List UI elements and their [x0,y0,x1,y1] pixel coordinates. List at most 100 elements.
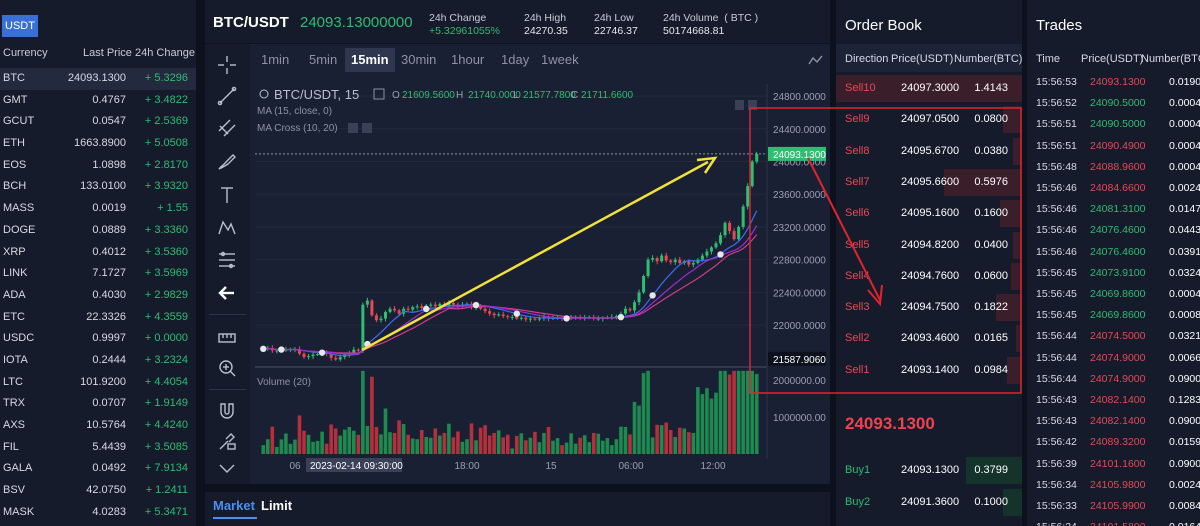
candle [447,303,451,306]
tab-market[interactable]: Market [213,498,255,513]
interval-1week[interactable]: 1week [541,52,579,67]
market-row[interactable]: AXS 10.5764 + 4.4240 [0,415,196,437]
order-direction: Sell4 [845,269,870,282]
market-row[interactable]: BSV 42.0750 + 1.2411 [0,480,196,502]
collapse-icon[interactable] [216,458,238,480]
volume-stat: 24h Volume ( BTC ) 50174668.81 [663,12,758,38]
market-row[interactable]: TRX 0.0707 + 1.9149 [0,393,196,415]
market-row[interactable]: LINK 7.1727 + 3.5969 [0,263,196,285]
sell-order-row[interactable]: Sell8 24095.6700 0.0380 [836,136,1022,167]
buy-order-row[interactable]: Buy1 24093.1300 0.3799 [836,455,1022,486]
candle [334,357,338,360]
last-price-column-header[interactable]: Last Price [83,47,132,59]
market-row[interactable]: MASS 0.0019 + 1.55 [0,198,196,220]
market-row[interactable]: EOS 1.0898 + 2.8170 [0,155,196,177]
indicator-settings-icon[interactable] [348,123,358,133]
market-row[interactable]: DOGE 0.0889 + 3.3360 [0,220,196,242]
buy-order-row[interactable]: Buy2 24091.3600 0.1000 [836,487,1022,518]
sell-order-row[interactable]: Sell1 24093.1400 0.0984 [836,355,1022,386]
trade-row: 15:56:51 24090.5000 0.0004 [1027,114,1200,135]
market-row[interactable]: GCUT 0.0547 + 2.5369 [0,111,196,133]
market-row[interactable]: GALA 0.0492 + 7.9134 [0,458,196,480]
interval-1min[interactable]: 1min [261,52,290,67]
market-row[interactable]: MASK 4.0283 + 5.3471 [0,502,196,524]
volume-bar [284,433,288,454]
market-currency: BCH [3,180,27,193]
interval-5min[interactable]: 5min [309,52,338,67]
market-row[interactable]: ETC 22.3326 + 4.3559 [0,307,196,329]
market-last-price: 0.4012 [92,245,126,258]
text-icon[interactable] [216,184,238,206]
sell-order-row[interactable]: Sell6 24095.1600 0.1600 [836,198,1022,229]
order-number: 0.1000 [974,495,1008,508]
collapse-legend-icon[interactable] [259,89,269,99]
brush-icon[interactable] [216,150,238,172]
zoom-icon[interactable] [216,357,238,379]
market-currency: EOS [3,158,27,171]
crosshair-icon[interactable] [216,54,238,76]
pattern-icon[interactable] [216,216,238,238]
sell-order-row[interactable]: Sell7 24095.6600 0.5976 [836,167,1022,198]
magnet-icon[interactable] [216,400,238,422]
price-chart[interactable]: 24800.000024400.000024000.000023600.0000… [205,44,830,484]
market-change: + 3.9320 [144,180,188,193]
chart-type-icon[interactable] [808,55,823,65]
sell-order-row[interactable]: Sell4 24094.7600 0.0600 [836,261,1022,292]
currency-column-header[interactable]: Currency [3,47,48,59]
order-price: 24095.1600 [901,207,960,220]
market-currency: ETH [3,137,25,150]
change-column-header[interactable]: 24h Change [135,47,195,59]
price-tick: 22400.0000 [773,288,826,299]
direction-column-header: Direction [845,53,889,65]
indicator-ma[interactable]: MA (15, close, 0) [257,106,332,117]
fib-icon[interactable] [216,249,238,271]
price-tick: 23600.0000 [773,190,826,201]
interval-1hour[interactable]: 1hour [451,52,485,67]
interval-15min[interactable]: 15min [345,48,395,72]
interval-30min[interactable]: 30min [401,52,437,67]
market-row[interactable]: FIL 5.4439 + 3.5085 [0,437,196,459]
market-row[interactable]: ETH 1663.8900 + 5.0508 [0,133,196,155]
volume-bar [501,437,506,454]
depth-bar [1013,231,1022,259]
volume-bar [261,445,266,454]
interval-1day[interactable]: 1day [501,52,530,67]
indicator-ma-cross[interactable]: MA Cross (10, 20) [257,123,338,134]
market-change: + 3.5085 [144,440,188,453]
back-arrow-icon[interactable] [216,282,238,304]
indicator-remove-icon[interactable] [362,123,372,133]
chart-area[interactable]: 24800.0000 24400.0000 24000.0000 23600.0000… [205,44,830,484]
order-price: 24097.3000 [901,82,960,94]
candle [433,304,437,307]
sell-order-row[interactable]: Sell9 24097.0500 0.0800 [836,104,1022,135]
parallel-channel-icon[interactable] [216,117,238,139]
measure-icon[interactable] [216,325,238,347]
trend-line-icon[interactable] [216,85,238,107]
sell-order-row[interactable]: Sell2 24093.4600 0.0165 [836,323,1022,354]
order-direction: Sell1 [845,363,870,376]
tab-limit[interactable]: Limit [261,498,293,513]
settings-icon[interactable] [373,88,385,100]
market-row[interactable]: LTC 101.9200 + 4.4054 [0,372,196,394]
sell-order-row[interactable]: Sell3 24094.7500 0.1822 [836,292,1022,323]
pane-move-icon[interactable] [735,100,744,110]
market-row[interactable]: XRP 0.4012 + 3.5360 [0,242,196,264]
sell-order-row[interactable]: Sell10 24097.3000 1.4143 [836,73,1022,104]
market-row[interactable]: USDC 0.9997 + 0.0000 [0,328,196,350]
volume-bar [659,425,664,454]
market-row[interactable]: ADA 0.4030 + 2.9829 [0,285,196,307]
sell-order-row[interactable]: Sell5 24094.8200 0.0400 [836,230,1022,261]
volume-bar [687,432,691,454]
usdt-tab[interactable]: USDT [2,15,38,37]
pane-close-icon[interactable] [748,100,757,110]
market-row[interactable]: BCH 133.0100 + 3.9320 [0,176,196,198]
market-row[interactable]: BTC 24093.1300 + 5.3296 [0,68,196,90]
candle [415,306,419,308]
candle [420,306,424,308]
volume-bars [261,370,759,454]
market-row[interactable]: IOTA 0.2444 + 3.2324 [0,350,196,372]
market-row[interactable]: GMT 0.4767 + 3.4822 [0,90,196,112]
lock-drawing-icon[interactable] [216,430,238,452]
trade-number: 0.0159 [1169,436,1200,449]
candle [623,308,627,314]
